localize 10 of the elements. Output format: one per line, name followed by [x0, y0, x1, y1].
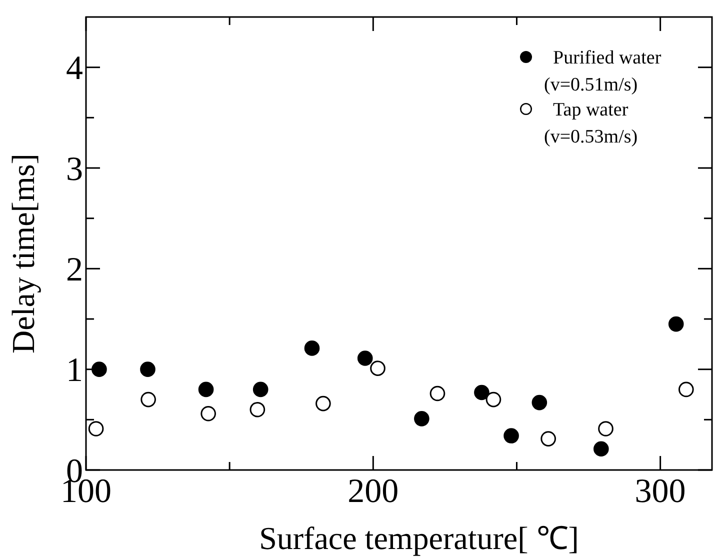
x-tick-label: 200: [348, 473, 399, 510]
x-tick-label: 300: [634, 473, 686, 510]
x-axis-title: Surface temperature[ ℃]: [259, 520, 579, 556]
y-tick-label: 2: [66, 252, 83, 289]
y-tick-label: 1: [66, 352, 83, 390]
y-axis-title: Delay time[ms]: [5, 154, 41, 354]
legend-label: Purified water (v=0.51m/s): [544, 48, 662, 96]
y-tick-label: 4: [66, 50, 83, 88]
y-tick-label: 3: [66, 150, 83, 188]
legend-label: Tap water (v=0.53m/s): [544, 100, 638, 148]
